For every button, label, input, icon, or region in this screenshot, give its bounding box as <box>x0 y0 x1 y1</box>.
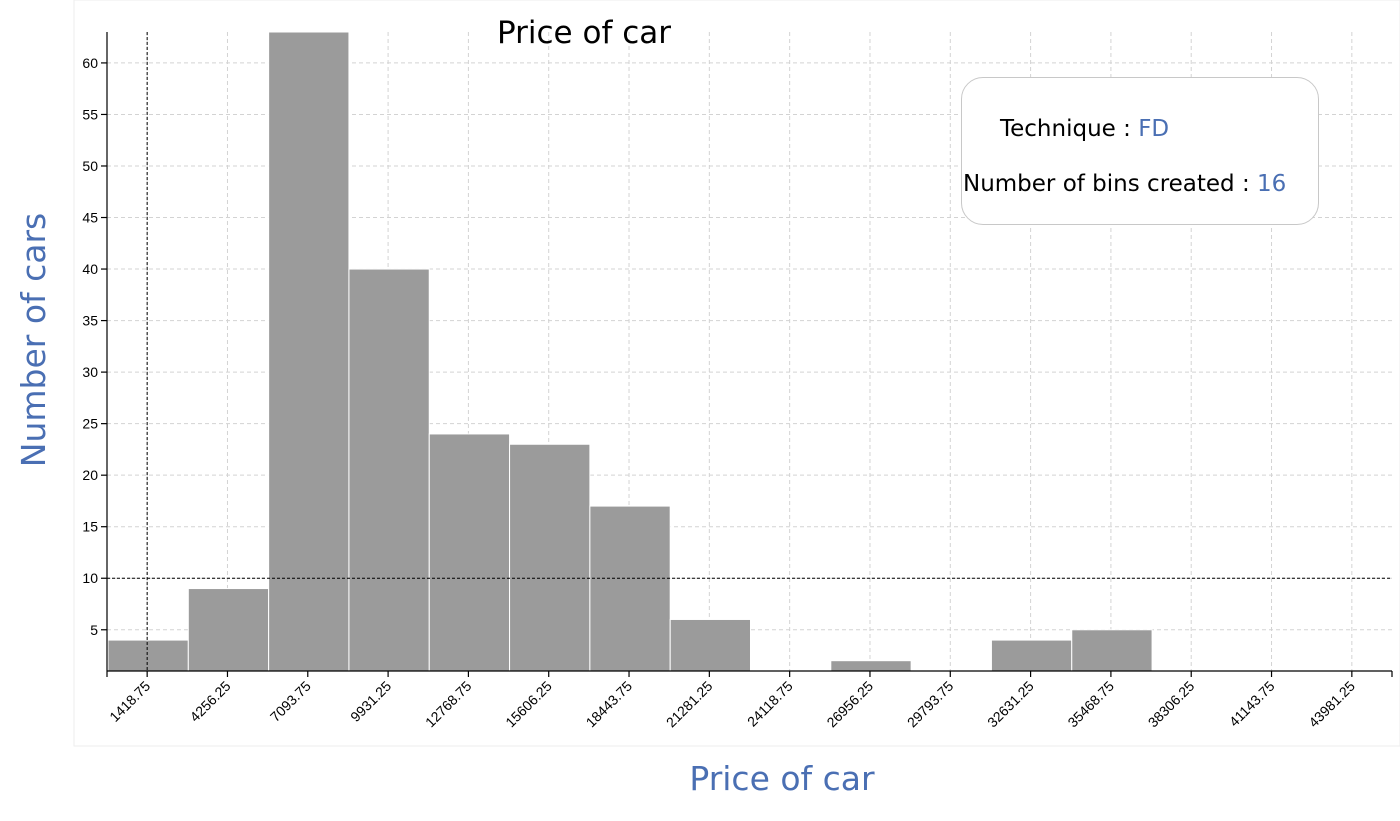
bins-value: 16 <box>1257 171 1287 197</box>
y-tick-label: 30 <box>82 364 98 380</box>
bins-label: Number of bins created : <box>963 171 1250 197</box>
y-tick-label: 15 <box>82 519 98 535</box>
bar-layer <box>107 31 1314 673</box>
technique-row: Technique : FD <box>1000 116 1169 142</box>
histogram-bar <box>509 443 591 672</box>
histogram-bar <box>589 505 671 672</box>
y-tick-label: 35 <box>82 313 98 329</box>
x-tick-label: 18443.75 <box>583 678 636 731</box>
y-axis-title: Number of cars <box>14 213 53 467</box>
y-tick-label: 5 <box>90 622 98 638</box>
x-tick-label: 12768.75 <box>422 678 475 731</box>
x-tick-label: 43981.25 <box>1305 678 1358 731</box>
x-tick-label: 32631.25 <box>984 678 1037 731</box>
y-tick-label: 50 <box>82 158 98 174</box>
x-tick-label: 38306.25 <box>1145 678 1198 731</box>
y-tick-label: 55 <box>82 106 98 122</box>
histogram-bar <box>1071 629 1153 672</box>
y-tick-label: 25 <box>82 416 98 432</box>
y-tick-label: 60 <box>82 55 98 71</box>
histogram-bar <box>107 639 189 672</box>
x-tick-label: 35468.75 <box>1064 678 1117 731</box>
y-tick-label: 10 <box>82 570 98 586</box>
histogram-bar <box>990 639 1073 672</box>
histogram-bar <box>830 660 912 672</box>
x-tick-label: 15606.25 <box>502 678 555 731</box>
x-tick-label: 9931.25 <box>347 678 394 725</box>
x-tick-label: 4256.25 <box>186 678 233 725</box>
technique-label: Technique : <box>1000 116 1131 142</box>
y-tick-label: 45 <box>82 210 98 226</box>
y-tick-label: 20 <box>82 467 98 483</box>
y-tick-label: 40 <box>82 261 98 277</box>
x-tick-label: 41143.75 <box>1226 678 1278 730</box>
histogram-bar <box>268 31 350 672</box>
x-tick-label: 29793.75 <box>904 678 957 731</box>
technique-value: FD <box>1138 116 1170 142</box>
chart-title: Price of car <box>497 15 671 51</box>
reference-lines <box>107 32 1392 671</box>
histogram-bar <box>669 618 751 672</box>
plot-frame <box>73 0 1400 747</box>
x-tick-label: 26956.25 <box>823 678 876 731</box>
bins-row: Number of bins created : 16 <box>963 171 1286 197</box>
x-tick-label: 21281.25 <box>663 678 716 731</box>
x-axis-title: Price of car <box>689 759 875 798</box>
x-tick-label: 1418.75 <box>106 678 153 725</box>
histogram-bar <box>428 433 511 672</box>
x-tick-label: 24118.75 <box>744 678 796 730</box>
info-box: Technique : FD Number of bins created : … <box>961 77 1319 225</box>
histogram-bar <box>348 268 430 672</box>
x-tick-label: 7093.75 <box>267 678 314 725</box>
histogram-bar <box>187 588 270 672</box>
